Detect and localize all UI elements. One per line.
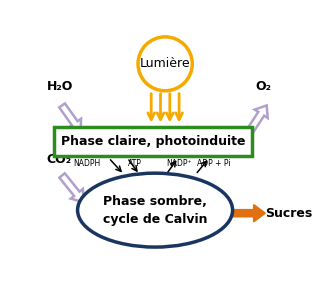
Ellipse shape: [78, 173, 233, 247]
Text: Lumière: Lumière: [140, 57, 191, 70]
Text: ADP + Pi: ADP + Pi: [197, 160, 231, 168]
Text: NADPH: NADPH: [74, 160, 101, 168]
Text: ATP: ATP: [128, 160, 142, 168]
Text: O₂: O₂: [256, 80, 272, 93]
Circle shape: [138, 37, 192, 91]
Text: CO₂: CO₂: [47, 153, 72, 166]
FancyBboxPatch shape: [54, 127, 252, 156]
Text: Phase claire, photoinduite: Phase claire, photoinduite: [61, 135, 245, 148]
Polygon shape: [233, 205, 265, 222]
Text: Phase sombre,
cycle de Calvin: Phase sombre, cycle de Calvin: [103, 195, 207, 226]
Text: NADP⁺: NADP⁺: [167, 160, 192, 168]
Text: Sucres: Sucres: [265, 207, 312, 220]
Text: H₂O: H₂O: [47, 80, 73, 93]
